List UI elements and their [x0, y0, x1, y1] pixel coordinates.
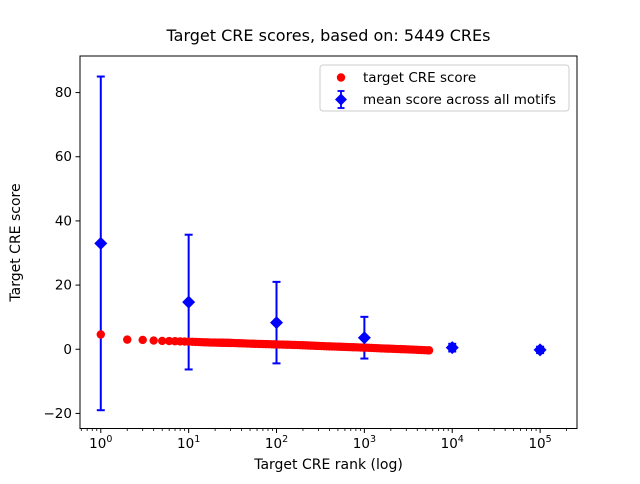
- y-tick-label: 80: [55, 85, 72, 101]
- legend-target-marker-icon: [336, 73, 346, 82]
- target-score-point: [157, 336, 167, 346]
- x-tick-label: 102: [265, 434, 288, 452]
- y-tick-label: 20: [55, 278, 72, 294]
- legend-mean-marker-icon: [335, 90, 347, 109]
- y-tick-label: 0: [63, 342, 72, 358]
- target-score-point: [96, 330, 105, 339]
- chart-title: Target CRE scores, based on: 5449 CREs: [166, 26, 491, 45]
- y-tick-label: 40: [55, 213, 72, 229]
- legend: target CRE score mean score across all m…: [319, 64, 570, 112]
- y-axis-label: Target CRE score: [8, 183, 24, 302]
- mean-score-point: [270, 316, 284, 330]
- mean-score-points: [94, 236, 547, 357]
- mean-score-point: [182, 295, 196, 309]
- x-axis-label: Target CRE rank (log): [253, 457, 403, 473]
- y-tick-label: 60: [55, 149, 72, 165]
- legend-box: [319, 64, 570, 112]
- legend-entry-target: target CRE score: [363, 70, 476, 86]
- y-tick-label: −20: [44, 406, 73, 422]
- target-score-point: [123, 335, 132, 344]
- target-score-point: [138, 335, 147, 345]
- x-tick-label: 101: [177, 434, 200, 452]
- mean-score-point: [357, 331, 371, 345]
- target-score-point: [424, 346, 434, 355]
- x-tick-label: 105: [528, 434, 551, 452]
- mean-score-point: [533, 343, 547, 357]
- target-score-points: [96, 330, 434, 355]
- plot-frame: [79, 55, 578, 429]
- x-tick-label: 100: [89, 434, 112, 452]
- mean-errorbars: [96, 75, 545, 412]
- x-tick-label: 104: [441, 434, 464, 452]
- target-score-point: [149, 336, 158, 345]
- mean-score-point: [445, 341, 459, 355]
- axes-layer: 100 101 102 103 104 105 −20 0 20 40 60 80: [44, 55, 578, 452]
- mean-score-point: [94, 236, 108, 250]
- target-score-point: [164, 336, 174, 346]
- legend-entry-mean: mean score across all motifs: [363, 92, 556, 108]
- x-tick-label: 103: [353, 434, 376, 452]
- data-layer: [94, 75, 547, 412]
